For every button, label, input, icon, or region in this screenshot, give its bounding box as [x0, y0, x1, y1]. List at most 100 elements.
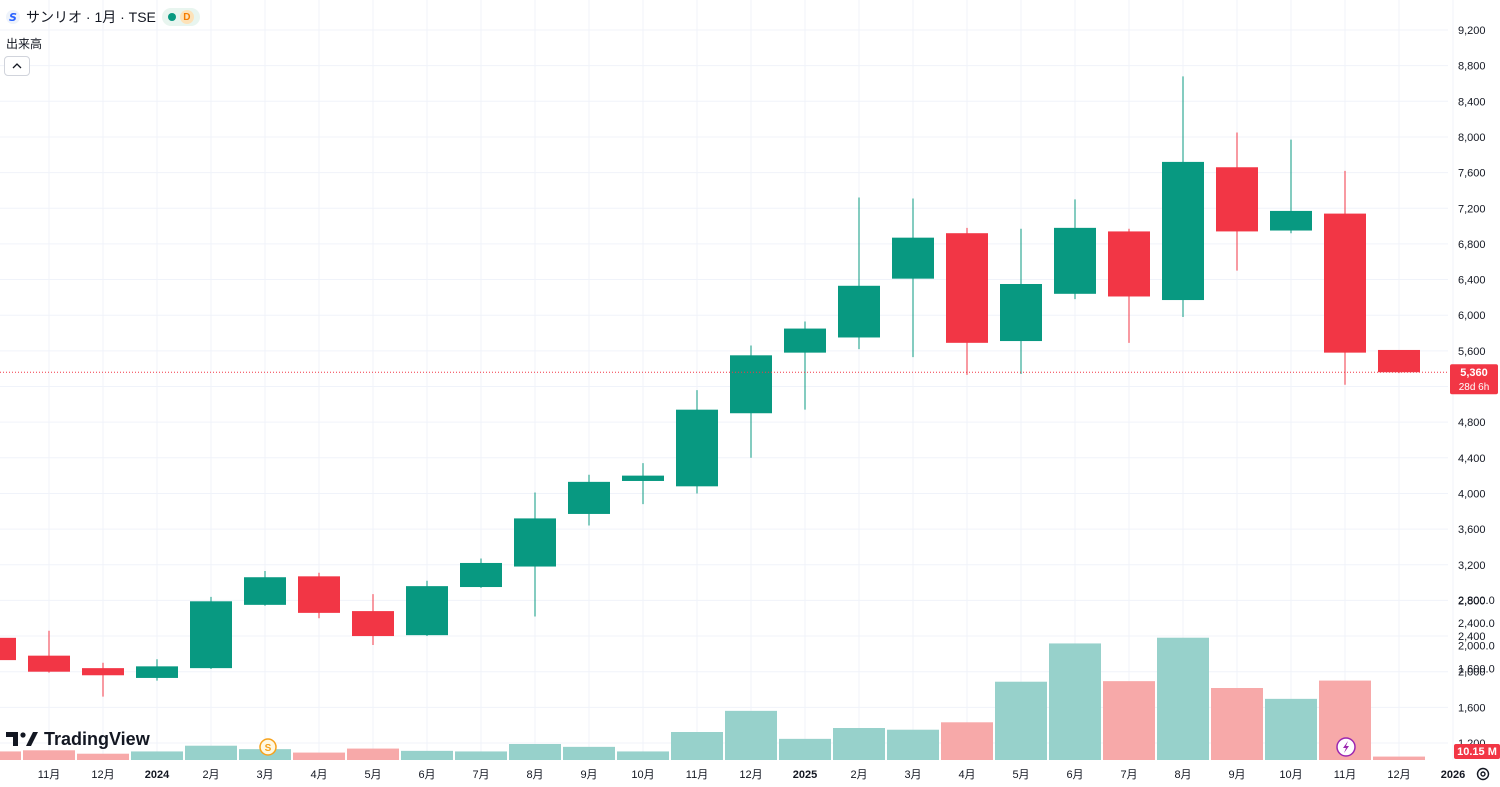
candle-body[interactable]	[1324, 213, 1366, 353]
candle-body[interactable]	[946, 233, 988, 343]
price-tick-label: 5,600	[1458, 346, 1486, 358]
candle-body[interactable]	[1378, 349, 1420, 373]
split-event-icon[interactable]	[259, 738, 277, 756]
candle-body[interactable]	[190, 601, 232, 669]
candle-body[interactable]	[82, 668, 124, 676]
volume-bar[interactable]	[887, 729, 939, 760]
volume-bar[interactable]	[77, 753, 129, 760]
candle-body[interactable]	[460, 562, 502, 588]
candle-body[interactable]	[1216, 167, 1258, 232]
candle-body[interactable]	[298, 576, 340, 613]
price-tick-label: 1,600	[1458, 702, 1486, 714]
volume-bar[interactable]	[779, 738, 831, 760]
volume-bar[interactable]	[563, 746, 615, 760]
candle-body[interactable]	[730, 355, 772, 414]
volume-tick-label: 2,400.0	[1458, 618, 1495, 630]
market-open-icon	[167, 13, 176, 21]
time-tick-label: 5月	[1012, 769, 1029, 781]
volume-bar[interactable]	[995, 681, 1047, 760]
candle-body[interactable]	[622, 475, 664, 481]
candle-body[interactable]	[892, 237, 934, 279]
volume-bar[interactable]	[671, 732, 723, 760]
tradingview-logo[interactable]: TradingView	[6, 728, 150, 750]
time-tick-label: 12月	[739, 769, 762, 781]
time-tick-label: 2月	[202, 769, 219, 781]
status-badges[interactable]: D	[161, 8, 200, 26]
price-tick-label: 8,000	[1458, 132, 1486, 144]
candle-body[interactable]	[136, 666, 178, 678]
volume-bar[interactable]	[293, 752, 345, 760]
gear-icon[interactable]	[1474, 765, 1492, 783]
volume-bar[interactable]	[1049, 643, 1101, 760]
bar-countdown-label: 28d 6h	[1459, 382, 1490, 393]
volume-bar[interactable]	[455, 751, 507, 760]
collapse-legend-button[interactable]	[4, 56, 30, 76]
time-tick-label: 5月	[364, 769, 381, 781]
volume-bar[interactable]	[725, 710, 777, 760]
volume-bar[interactable]	[617, 751, 669, 760]
volume-bar[interactable]	[509, 744, 561, 760]
volume-bar[interactable]	[23, 750, 75, 760]
volume-bar[interactable]	[833, 728, 885, 760]
candle-body[interactable]	[1054, 227, 1096, 294]
candle-body[interactable]	[568, 481, 610, 514]
split-event-glyph: S	[265, 743, 272, 754]
sanrio-logo-icon: S	[6, 10, 20, 24]
candle-body[interactable]	[352, 611, 394, 637]
volume-bar[interactable]	[131, 751, 183, 760]
candle-body[interactable]	[838, 285, 880, 338]
candle-body[interactable]	[1162, 161, 1204, 301]
time-tick-label: 7月	[472, 769, 489, 781]
time-tick-label: 11月	[38, 769, 60, 781]
price-tick-label: 4,400	[1458, 453, 1486, 465]
volume-bar[interactable]	[0, 751, 21, 760]
candle-body[interactable]	[406, 586, 448, 636]
price-tick-label: 2,800	[1458, 595, 1486, 607]
candle-body[interactable]	[784, 328, 826, 353]
price-tick-label: 8,800	[1458, 61, 1486, 73]
symbol-title[interactable]: サンリオ · 1月 · TSE	[26, 9, 156, 25]
candle-body[interactable]	[1000, 284, 1042, 342]
volume-bar[interactable]	[1157, 637, 1209, 760]
volume-bar[interactable]	[401, 750, 453, 760]
volume-bar[interactable]	[185, 745, 237, 760]
price-tick-label: 9,200	[1458, 25, 1486, 37]
candle-body[interactable]	[514, 518, 556, 567]
time-tick-label: 6月	[418, 769, 435, 781]
candle-body[interactable]	[676, 409, 718, 487]
volume-tick-label: 1,600.0	[1458, 664, 1495, 676]
candle-body[interactable]	[1108, 231, 1150, 297]
volume-bar[interactable]	[941, 722, 993, 760]
time-tick-label: 9月	[1228, 769, 1245, 781]
candle-body[interactable]	[1270, 210, 1312, 231]
lightning-glyph	[1343, 741, 1349, 753]
time-tick-label: 7月	[1120, 769, 1137, 781]
time-tick-label: 2025	[793, 769, 817, 781]
time-tick-label: 6月	[1066, 769, 1083, 781]
time-tick-label: 12月	[91, 769, 114, 781]
current-price-badge	[1450, 364, 1498, 395]
volume-bar[interactable]	[1373, 756, 1425, 760]
time-tick-label: 4月	[958, 769, 975, 781]
price-tick-label: 4,800	[1458, 417, 1486, 429]
time-tick-label: 3月	[904, 769, 921, 781]
volume-bar[interactable]	[1265, 698, 1317, 760]
volume-bar[interactable]	[1103, 681, 1155, 760]
time-tick-label: 2月	[850, 769, 867, 781]
volume-tick-label: 2,800.0	[1458, 595, 1495, 607]
delayed-data-badge: D	[179, 10, 194, 24]
tradingview-wordmark: TradingView	[44, 728, 150, 749]
price-tick-label: 7,200	[1458, 203, 1486, 215]
volume-indicator-label[interactable]: 出来高	[6, 37, 43, 51]
time-tick-label: 3月	[256, 769, 273, 781]
candle-body[interactable]	[0, 637, 16, 661]
volume-bar[interactable]	[1211, 688, 1263, 760]
candle-body[interactable]	[244, 577, 286, 605]
volume-bar[interactable]	[347, 748, 399, 760]
price-tick-label: 6,000	[1458, 310, 1486, 322]
price-tick-label: 2,000	[1458, 667, 1486, 679]
price-tick-label: 6,800	[1458, 239, 1486, 251]
price-tick-label: 8,400	[1458, 96, 1486, 108]
candle-body[interactable]	[28, 655, 70, 672]
